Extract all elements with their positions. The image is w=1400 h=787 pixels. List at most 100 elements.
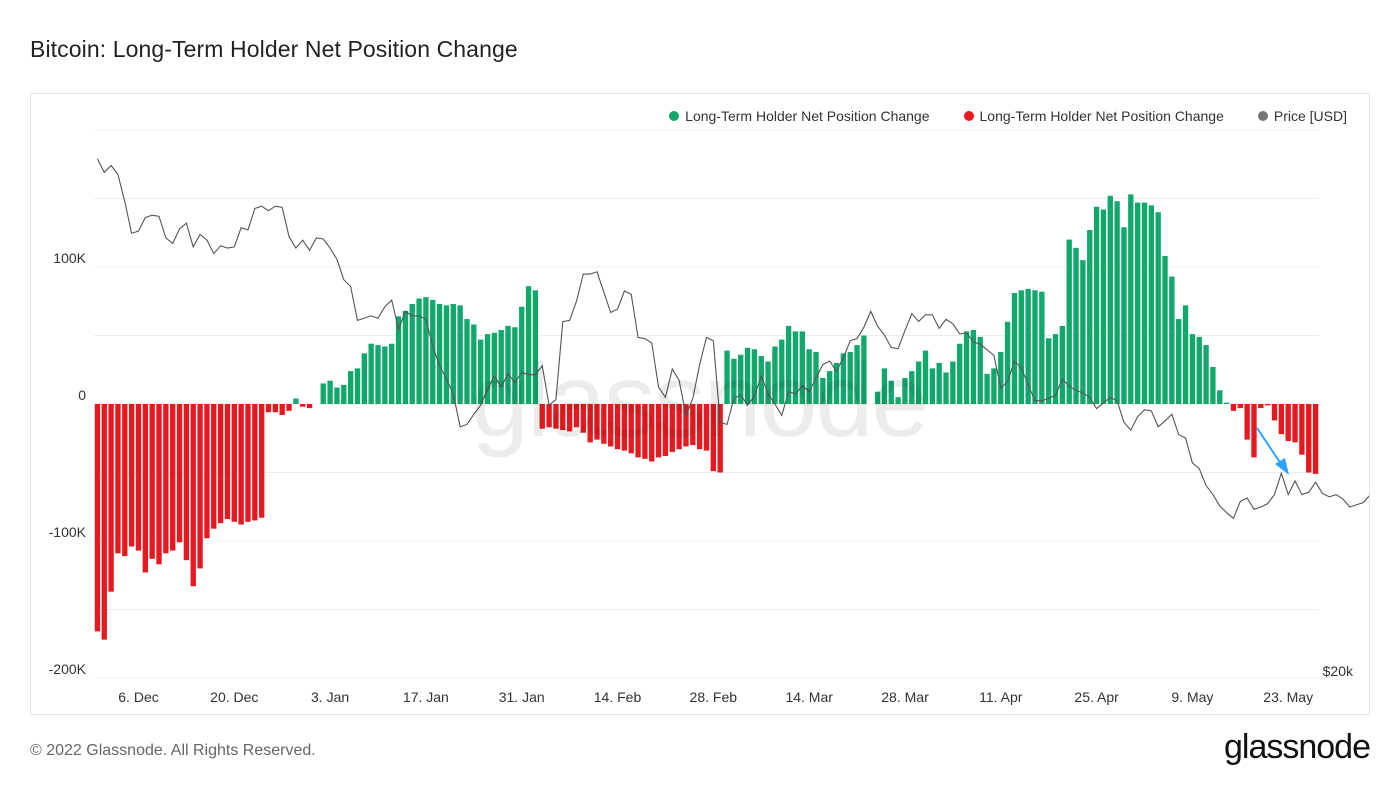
bar [204, 404, 209, 538]
bar [218, 404, 223, 523]
bar [505, 326, 510, 404]
bar [1292, 404, 1297, 442]
bar [184, 404, 189, 560]
bar [676, 404, 681, 449]
bar [245, 404, 250, 522]
bar [1203, 345, 1208, 404]
bar [895, 397, 900, 404]
bar [375, 345, 380, 404]
bar [1060, 326, 1065, 404]
bar [1039, 292, 1044, 404]
bar [567, 404, 572, 431]
bar [416, 299, 421, 404]
bar [546, 404, 551, 427]
bar [252, 404, 257, 520]
bar [1251, 404, 1256, 457]
y-tick-label: 100K [53, 250, 86, 266]
bar [225, 404, 230, 519]
chart-plot: 100K 0 -100K -200K $20k 6. Dec 20. Dec 3. Jan 17… [31, 94, 1369, 714]
bar [1046, 338, 1051, 404]
bar [321, 383, 326, 404]
bar [102, 404, 107, 640]
bar [779, 340, 784, 404]
bar [327, 381, 332, 404]
brand-logo[interactable]: glassnode [1224, 728, 1370, 767]
bar [1080, 260, 1085, 404]
bar [1121, 227, 1126, 404]
annotation-arrow [1257, 428, 1289, 475]
chart-container: 100K 0 -100K -200K $20k 6. Dec 20. Dec 3. Jan 17… [30, 93, 1370, 715]
x-tick-label: 9. May [1171, 689, 1213, 705]
bar [1217, 390, 1222, 404]
y-tick-label: -200K [49, 661, 87, 677]
bar [1162, 256, 1167, 404]
legend-item-positive[interactable]: Long-Term Holder Net Position Change [669, 108, 929, 124]
legend-swatch-positive [669, 111, 679, 121]
bar [1128, 194, 1133, 404]
bar [1025, 289, 1030, 404]
bar [1114, 201, 1119, 404]
bar [943, 372, 948, 404]
bar [930, 368, 935, 404]
arrow-shaft [1257, 428, 1281, 464]
bar [950, 362, 955, 404]
legend-swatch-negative [964, 111, 974, 121]
bar-series [95, 194, 1319, 639]
bar [464, 319, 469, 404]
bar [197, 404, 202, 568]
bar [300, 404, 305, 407]
bar [718, 404, 723, 473]
bar [1005, 322, 1010, 404]
bar [560, 404, 565, 430]
bar [984, 374, 989, 404]
x-tick-label: 28. Feb [690, 689, 738, 705]
bar [854, 345, 859, 404]
copyright-notice: © 2022 Glassnode. All Rights Reserved. [30, 742, 316, 760]
bar [820, 378, 825, 404]
bar [806, 349, 811, 404]
bar [136, 404, 141, 551]
x-tick-label: 14. Mar [785, 689, 833, 705]
bar [403, 311, 408, 404]
x-tick-label: 28. Mar [881, 689, 929, 705]
bar [1012, 293, 1017, 404]
bar [923, 351, 928, 404]
bar [875, 392, 880, 404]
bar [1108, 196, 1113, 404]
bar [238, 404, 243, 525]
bar [211, 404, 216, 529]
bar [355, 368, 360, 404]
bar [594, 404, 599, 440]
bar [533, 290, 538, 404]
legend-label-price: Price [USD] [1274, 108, 1347, 124]
x-tick-label: 11. Apr [979, 689, 1023, 705]
bar [724, 351, 729, 404]
bar [1032, 290, 1037, 404]
bar [499, 330, 504, 404]
bar [649, 404, 654, 462]
bar [690, 404, 695, 445]
y-tick-label: 0 [78, 387, 86, 403]
bar [423, 297, 428, 404]
bar [978, 337, 983, 404]
bar [1210, 367, 1215, 404]
bar [1067, 240, 1072, 404]
bar [389, 344, 394, 404]
bar [163, 404, 168, 553]
legend-item-price[interactable]: Price [USD] [1258, 108, 1347, 124]
bar [382, 346, 387, 404]
bar [1265, 404, 1270, 405]
bar [478, 340, 483, 404]
bar [122, 404, 127, 556]
x-tick-label: 23. May [1263, 689, 1313, 705]
legend-item-negative[interactable]: Long-Term Holder Net Position Change [964, 108, 1224, 124]
bar [266, 404, 271, 412]
bar [526, 286, 531, 404]
bar [991, 368, 996, 404]
bar [512, 327, 517, 404]
bar [471, 325, 476, 404]
bar [1272, 404, 1277, 420]
bar [704, 404, 709, 451]
bar [861, 336, 866, 405]
bar [581, 404, 586, 433]
